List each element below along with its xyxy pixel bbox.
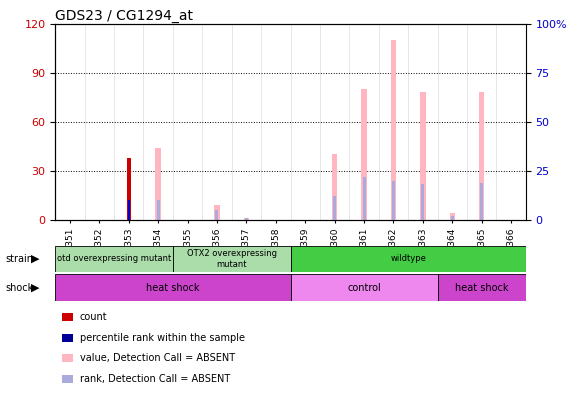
Text: ▶: ▶	[31, 283, 40, 293]
Bar	[290, 246, 526, 272]
Text: ▶: ▶	[31, 254, 40, 264]
Bar	[420, 92, 425, 220]
Text: OTX2 overexpressing
mutant: OTX2 overexpressing mutant	[187, 249, 277, 268]
Bar	[127, 158, 131, 220]
Bar	[156, 148, 161, 220]
Text: rank, Detection Call = ABSENT: rank, Detection Call = ABSENT	[80, 374, 230, 384]
Bar	[173, 246, 290, 272]
Bar	[128, 200, 130, 220]
Bar	[333, 196, 336, 220]
Text: wildtype: wildtype	[390, 255, 426, 263]
Bar	[391, 40, 396, 220]
Bar	[62, 333, 73, 341]
Bar	[157, 200, 160, 220]
Text: value, Detection Call = ABSENT: value, Detection Call = ABSENT	[80, 353, 235, 364]
Bar	[332, 154, 337, 220]
Bar	[361, 89, 367, 220]
Text: heat shock: heat shock	[146, 283, 200, 293]
Bar	[437, 274, 526, 301]
Bar	[421, 185, 424, 220]
Bar	[62, 354, 73, 362]
Bar	[290, 274, 437, 301]
Text: strain: strain	[6, 254, 34, 264]
Text: GDS23 / CG1294_at: GDS23 / CG1294_at	[55, 9, 193, 23]
Bar	[55, 246, 173, 272]
Bar	[244, 218, 249, 220]
Bar	[62, 313, 73, 321]
Bar	[450, 213, 455, 220]
Bar	[480, 183, 483, 220]
Text: shock: shock	[6, 283, 34, 293]
Bar	[214, 205, 220, 220]
Bar	[245, 218, 248, 220]
Bar	[392, 181, 395, 220]
Bar	[451, 216, 454, 220]
Bar	[55, 274, 290, 301]
Text: percentile rank within the sample: percentile rank within the sample	[80, 333, 245, 343]
Text: count: count	[80, 312, 107, 322]
Bar	[62, 375, 73, 383]
Text: heat shock: heat shock	[455, 283, 508, 293]
Bar	[479, 92, 485, 220]
Bar	[363, 177, 365, 220]
Bar	[216, 210, 218, 220]
Text: control: control	[347, 283, 381, 293]
Text: otd overexpressing mutant: otd overexpressing mutant	[57, 255, 171, 263]
